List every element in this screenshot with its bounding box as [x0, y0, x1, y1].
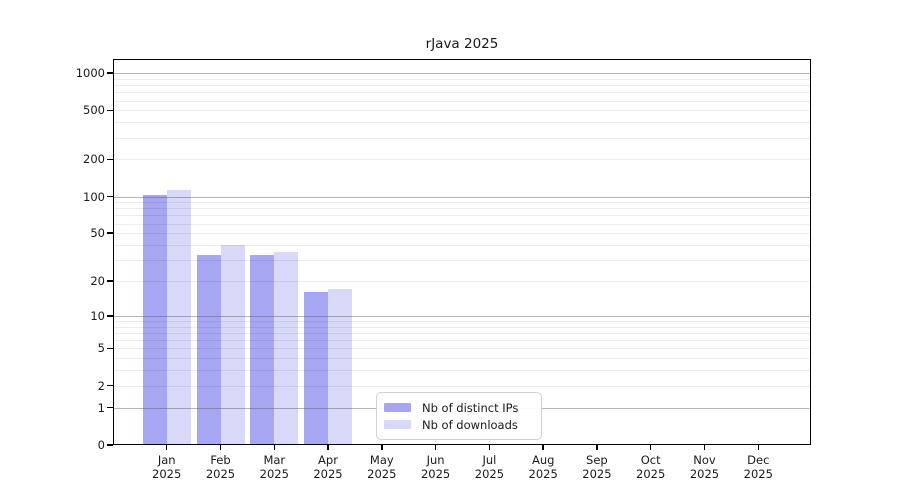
- x-tick-label-jun: Jun 2025: [406, 453, 466, 481]
- x-tick-oct: [649, 445, 652, 450]
- chart-title: rJava 2025: [425, 36, 499, 52]
- plot-area: Nb of distinct IPs Nb of downloads: [113, 59, 811, 445]
- y-tick-label: 500: [83, 103, 105, 118]
- x-tick-label-sep: Sep 2025: [567, 453, 627, 481]
- y-tick-label: 50: [90, 226, 105, 241]
- bar-downloads-feb: [220, 245, 245, 445]
- year-label: 2025: [474, 467, 505, 481]
- y-tick-label: 1: [97, 400, 105, 415]
- x-tick-mar: [273, 445, 276, 450]
- x-tick-apr: [327, 445, 329, 450]
- legend-swatch-distinct-ips: [384, 403, 411, 412]
- month-label: Jan: [157, 453, 176, 467]
- legend-swatch-downloads: [384, 420, 411, 429]
- month-label: Jul: [482, 453, 497, 467]
- year-label: 2025: [582, 467, 612, 481]
- year-label: 2025: [420, 467, 451, 481]
- month-label: Apr: [318, 453, 338, 467]
- x-tick-label-nov: Nov 2025: [675, 453, 735, 481]
- y-tick-label: 200: [83, 152, 105, 167]
- x-tick-may: [381, 445, 383, 450]
- legend: Nb of distinct IPs Nb of downloads: [376, 392, 542, 440]
- legend-label: Nb of distinct IPs: [422, 400, 519, 415]
- year-label: 2025: [636, 467, 666, 481]
- x-tick-label-dec: Dec 2025: [728, 453, 788, 481]
- year-label: 2025: [743, 467, 773, 481]
- bar-distinct-ips-jan: [142, 195, 167, 445]
- x-tick-label-feb: Feb 2025: [191, 453, 251, 481]
- bar-downloads-mar: [274, 252, 299, 445]
- year-label: 2025: [313, 467, 343, 481]
- x-tick-feb: [219, 445, 222, 450]
- x-tick-sep: [596, 445, 598, 450]
- month-label: Jun: [426, 453, 445, 467]
- y-tick-label: 10: [90, 308, 105, 323]
- x-tick-label-jan: Jan 2025: [137, 453, 197, 481]
- x-tick-aug: [542, 445, 544, 450]
- y-tick-label: 100: [83, 189, 105, 204]
- bar-distinct-ips-mar: [250, 255, 275, 445]
- month-label: Mar: [263, 453, 286, 467]
- month-label: Oct: [640, 453, 661, 467]
- legend-item: Nb of distinct IPs: [384, 399, 532, 416]
- x-tick-label-oct: Oct 2025: [621, 453, 681, 481]
- bar-downloads-jan: [166, 189, 191, 445]
- bar-distinct-ips-apr: [304, 292, 328, 445]
- month-label: Aug: [531, 453, 555, 467]
- month-label: Nov: [693, 453, 716, 467]
- month-label: Dec: [747, 453, 770, 467]
- legend-item: Nb of downloads: [384, 416, 532, 433]
- year-label: 2025: [259, 467, 289, 481]
- y-tick-label: 2: [97, 378, 105, 393]
- bar-downloads-apr: [328, 289, 352, 445]
- year-label: 2025: [528, 467, 558, 481]
- x-tick-label-mar: Mar 2025: [244, 453, 304, 481]
- month-label: May: [369, 453, 394, 467]
- x-tick-jun: [434, 445, 437, 450]
- x-tick-dec: [757, 445, 760, 450]
- year-label: 2025: [205, 467, 236, 481]
- bars-layer: [113, 59, 811, 445]
- y-tick-label: 0: [97, 437, 105, 452]
- x-tick-label-aug: Aug 2025: [513, 453, 573, 481]
- x-tick-label-may: May 2025: [352, 453, 412, 481]
- year-label: 2025: [152, 467, 182, 481]
- year-label: 2025: [689, 467, 720, 481]
- x-tick-label-jul: Jul 2025: [459, 453, 519, 481]
- y-tick-label: 20: [90, 274, 105, 288]
- x-tick-jul: [488, 445, 491, 450]
- month-label: Feb: [210, 453, 231, 467]
- bar-distinct-ips-feb: [196, 255, 221, 445]
- legend-label: Nb of downloads: [422, 417, 518, 432]
- year-label: 2025: [367, 467, 397, 481]
- y-tick-label: 1000: [75, 66, 105, 80]
- x-tick-jan: [165, 445, 168, 450]
- x-tick-label-apr: Apr 2025: [298, 453, 358, 481]
- x-tick-nov: [703, 445, 706, 450]
- y-tick-label: 5: [97, 341, 105, 356]
- month-label: Sep: [586, 453, 608, 467]
